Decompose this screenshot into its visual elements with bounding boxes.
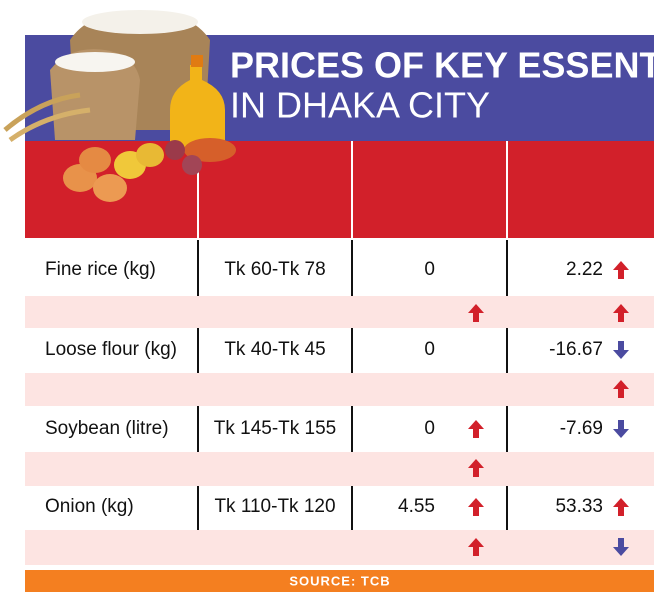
food-illustration [3,10,236,202]
change-year: 2.22 [566,259,603,280]
change-month: 4.55 [398,496,435,517]
change-month: 0 [424,339,435,360]
change-month: 0 [424,418,435,439]
change-year: 53.33 [555,496,603,517]
title: PRICES OF KEY ESSENTIALS [230,45,654,86]
item-name: Fine rice (kg) [45,259,156,280]
source: SOURCE: TCB [289,573,390,588]
price-range: Tk 40-Tk 45 [224,339,325,360]
price-range: Tk 145-Tk 155 [214,418,337,439]
table-body: Fine rice (kg) Tk 60-Tk 78 0 2.22 Loose flou… [45,259,603,517]
row-stripes [25,296,654,565]
change-year: -7.69 [560,418,603,439]
item-name: Soybean (litre) [45,418,169,439]
item-name: Loose flour (kg) [45,339,177,360]
change-year: -16.67 [549,339,603,360]
price-range: Tk 60-Tk 78 [224,259,325,280]
subtitle: IN DHAKA CITY [230,85,490,126]
price-range: Tk 110-Tk 120 [214,496,335,517]
change-month: 0 [424,259,435,280]
item-name: Onion (kg) [45,496,134,517]
source-band [25,570,654,592]
